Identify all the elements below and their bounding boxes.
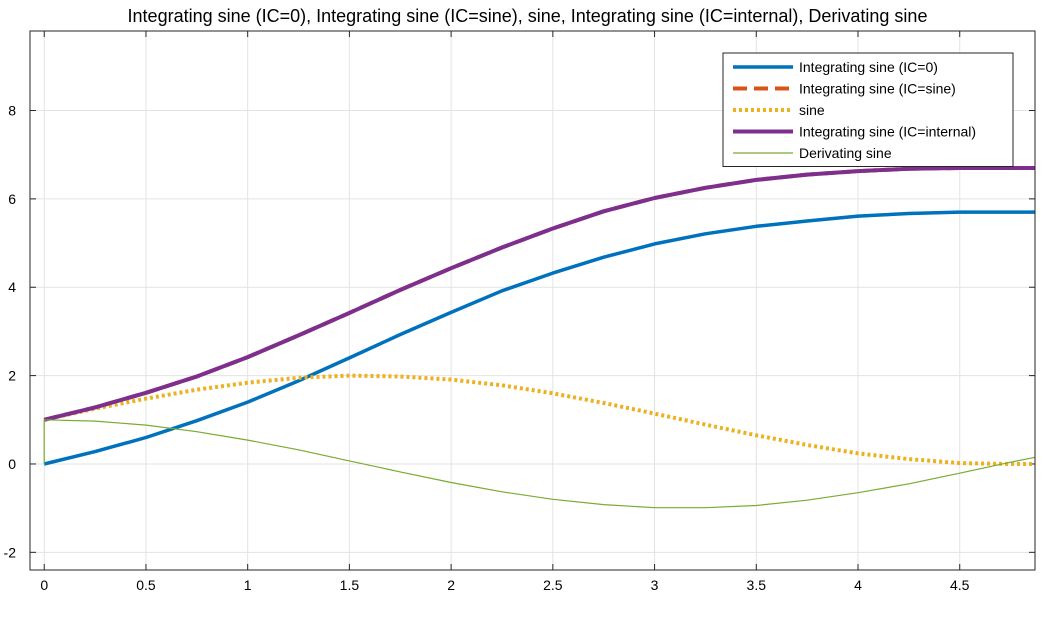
x-tick-label: 3 (651, 577, 659, 593)
legend-label: sine (799, 102, 825, 118)
x-axis-ticks: 0 0.5 1 1.5 2 2.5 3 3.5 4 4.5 (40, 31, 970, 593)
y-tick-label: 4 (8, 279, 16, 295)
y-tick-label: 0 (8, 456, 16, 472)
y-tick-label: 8 (8, 103, 16, 119)
legend-label: Integrating sine (IC=internal) (799, 124, 976, 140)
legend-label: Integrating sine (IC=sine) (799, 81, 956, 97)
x-tick-label: 3.5 (747, 577, 767, 593)
plot-frame (29, 30, 1036, 571)
series-line-0 (43, 210, 1035, 466)
chart-title: Integrating sine (IC=0), Integrating sin… (127, 6, 928, 26)
x-tick-label: 2 (447, 577, 455, 593)
y-axis-ticks: -2 0 2 4 6 8 (4, 103, 1035, 560)
y-tick-label: 2 (8, 368, 16, 384)
series-line-3 (43, 166, 1035, 422)
series-line-1 (43, 166, 1035, 422)
y-tick-label: -2 (4, 544, 17, 560)
legend: Integrating sine (IC=0) Integrating sine … (722, 52, 1014, 167)
x-tick-label: 2.5 (543, 577, 563, 593)
series-line-2 (43, 373, 1035, 466)
legend-label: Integrating sine (IC=0) (799, 59, 938, 75)
y-tick-label: 6 (8, 191, 16, 207)
legend-label: Derivating sine (799, 145, 892, 161)
x-tick-label: 4.5 (950, 577, 970, 593)
x-tick-label: 0 (40, 577, 48, 593)
x-tick-label: 4 (854, 577, 862, 593)
x-tick-label: 1 (244, 577, 252, 593)
series-lines (43, 166, 1036, 509)
x-tick-label: 1.5 (340, 577, 360, 593)
series-line-4 (43, 419, 1036, 509)
x-tick-label: 0.5 (136, 577, 156, 593)
